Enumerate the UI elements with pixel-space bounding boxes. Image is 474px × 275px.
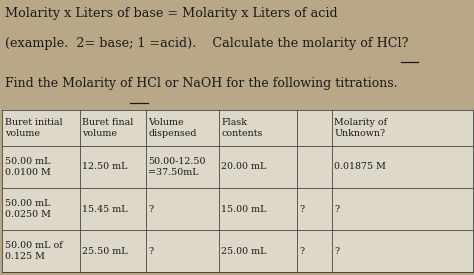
Text: 25.00 mL: 25.00 mL — [221, 247, 267, 256]
Bar — [2, 110, 473, 272]
Text: 20.00 mL: 20.00 mL — [221, 162, 267, 171]
Text: Flask
contents: Flask contents — [221, 118, 263, 138]
Text: Buret initial
volume: Buret initial volume — [5, 118, 63, 138]
Text: ?: ? — [334, 247, 339, 256]
Text: 15.00 mL: 15.00 mL — [221, 205, 267, 213]
Text: Volume
dispensed: Volume dispensed — [148, 118, 197, 138]
Text: 12.50 mL: 12.50 mL — [82, 162, 128, 171]
Text: ?: ? — [299, 205, 304, 213]
Text: 0.01875 M: 0.01875 M — [334, 162, 386, 171]
Text: 25.50 mL: 25.50 mL — [82, 247, 128, 256]
Text: 15.45 mL: 15.45 mL — [82, 205, 128, 213]
Text: Buret final
volume: Buret final volume — [82, 118, 134, 138]
Text: 50.00 mL
0.0250 M: 50.00 mL 0.0250 M — [5, 199, 51, 219]
Text: Molarity x Liters of base = Molarity x Liters of acid: Molarity x Liters of base = Molarity x L… — [5, 7, 337, 20]
Text: (example.  2= base; 1 =acid).    Calculate the molarity of HCl?: (example. 2= base; 1 =acid). Calculate t… — [5, 37, 408, 50]
Text: ?: ? — [148, 247, 154, 256]
Text: 50.00 mL
0.0100 M: 50.00 mL 0.0100 M — [5, 157, 51, 177]
Text: Find the Molarity of HCl or NaOH for the following titrations.: Find the Molarity of HCl or NaOH for the… — [5, 77, 397, 90]
Text: 50.00-12.50
=37.50mL: 50.00-12.50 =37.50mL — [148, 157, 206, 177]
Text: 50.00 mL of
0.125 M: 50.00 mL of 0.125 M — [5, 241, 63, 261]
Text: ?: ? — [299, 247, 304, 256]
Text: Molarity of
Unknown?: Molarity of Unknown? — [334, 118, 387, 138]
Text: ?: ? — [148, 205, 154, 213]
Text: ?: ? — [334, 205, 339, 213]
